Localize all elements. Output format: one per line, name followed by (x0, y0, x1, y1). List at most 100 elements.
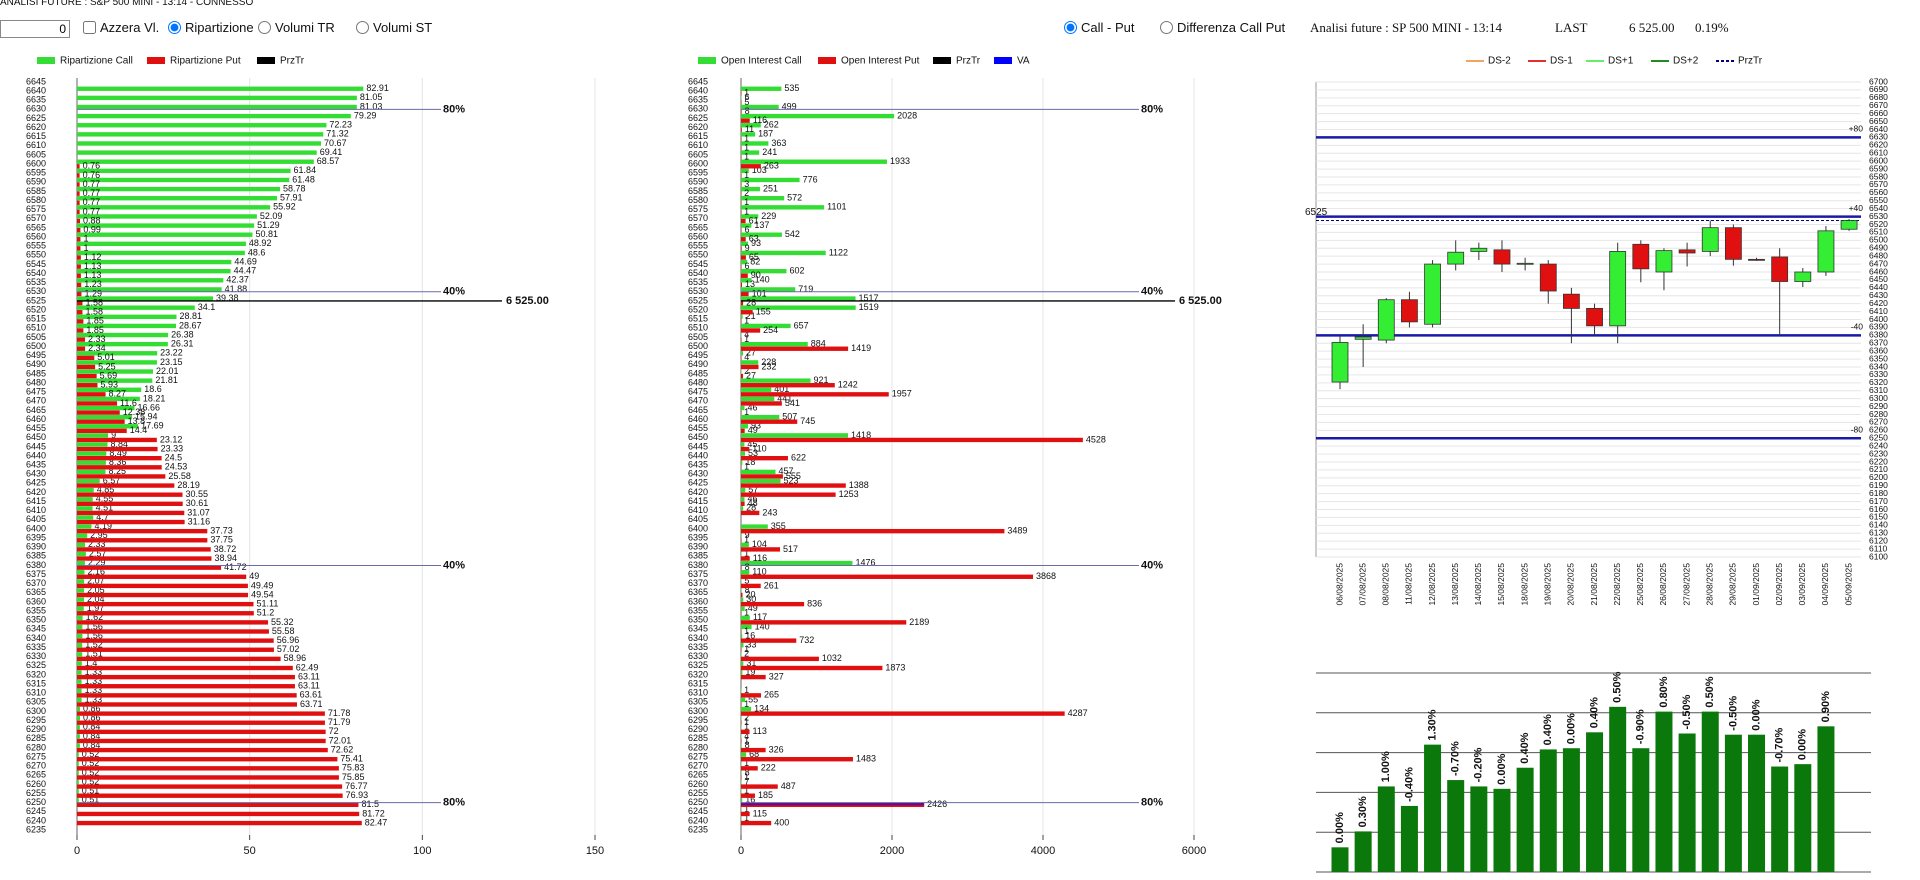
bar (741, 510, 760, 516)
y-tick-label: 6640 (1869, 124, 1888, 134)
value-label: 1 (744, 407, 749, 417)
bar (741, 159, 887, 164)
bar (1400, 805, 1418, 872)
y-tick-label: 6465 (26, 405, 46, 415)
bar (1586, 732, 1604, 872)
candle-body (1817, 230, 1835, 273)
value-label: 241 (762, 147, 777, 157)
value-label: 30 (746, 594, 756, 604)
bar (741, 456, 788, 461)
y-tick-label: 6275 (688, 751, 708, 761)
bar (741, 725, 742, 730)
candle-body (1678, 249, 1696, 254)
value-label: 65 (749, 252, 759, 262)
y-tick-label: 6390 (688, 542, 708, 552)
value-label: 49.54 (251, 589, 274, 599)
bar (741, 91, 742, 96)
value-label: 1122 (829, 247, 848, 257)
radio-option[interactable]: Differenza Call Put (1160, 20, 1285, 35)
bar (77, 606, 84, 611)
radio-button[interactable] (1064, 21, 1077, 34)
bar (741, 291, 749, 297)
radio-button[interactable] (1160, 21, 1173, 34)
radio-option[interactable]: Volumi TR (258, 20, 335, 35)
legend-label: DS-2 (1488, 56, 1511, 67)
y-tick-label: 6335 (26, 642, 46, 652)
checkbox-group[interactable]: Azzera Vl. (83, 20, 159, 35)
value-label: 18 (745, 457, 755, 467)
value-label: 401 (774, 384, 789, 394)
radio-option[interactable]: Call - Put (1064, 20, 1134, 35)
x-tick-label: 04/09/2025 (1820, 563, 1830, 606)
x-tick-label: 11/08/2025 (1404, 563, 1414, 605)
y-tick-label: 6530 (688, 286, 708, 296)
bar (741, 816, 742, 821)
y-tick-label: 6415 (26, 496, 46, 506)
legend-label: Open Interest Put (841, 56, 920, 67)
bar (77, 734, 80, 739)
value-label: 71.79 (328, 717, 351, 727)
y-tick-label: 6445 (26, 441, 46, 451)
value-label: 0.84 (83, 731, 101, 741)
y-tick-label: 6280 (688, 742, 708, 752)
number-input[interactable] (0, 20, 70, 38)
bar (741, 337, 742, 342)
y-tick-label: 6645 (688, 76, 708, 86)
candle-body (1609, 251, 1627, 327)
value-label: 42.37 (226, 275, 249, 285)
bar (1632, 748, 1650, 872)
bar (77, 574, 247, 579)
value-label: 82.91 (366, 83, 389, 93)
radio-option[interactable]: Ripartizione (168, 20, 254, 35)
y-tick-label: 6500 (688, 341, 708, 351)
y-tick-label: 6410 (688, 505, 708, 515)
radio-button[interactable] (168, 21, 181, 34)
checkbox[interactable] (83, 21, 96, 34)
radio-option[interactable]: Volumi ST (356, 20, 432, 35)
value-label: 441 (777, 393, 792, 403)
bar (741, 446, 750, 452)
y-tick-label: 6250 (1869, 433, 1888, 443)
bar (77, 474, 166, 479)
bar (77, 132, 324, 137)
y-tick-label: 6585 (26, 186, 46, 196)
y-tick-label: 6440 (688, 450, 708, 460)
bar (741, 451, 746, 456)
value-label: 1483 (856, 754, 876, 764)
bar (741, 606, 745, 611)
bar-annotation: 0.00% (1334, 812, 1346, 843)
x-tick-label: 100 (413, 845, 431, 857)
bar (77, 414, 133, 420)
y-tick-label: 6560 (1869, 187, 1888, 197)
bar (77, 588, 85, 593)
x-tick-label: 06/08/2025 (1334, 563, 1344, 606)
bar (741, 497, 745, 502)
y-tick-label: 6600 (688, 158, 708, 168)
bar (77, 264, 81, 269)
toolbar: ANALISI FUTURE : S&P 500 MINI - 13:14 - … (0, 0, 1920, 44)
y-tick-label: 6320 (688, 669, 708, 679)
bar (741, 506, 744, 511)
value-label: 63.71 (300, 699, 323, 709)
x-tick-label: 29/08/2025 (1728, 563, 1738, 606)
bar (77, 383, 98, 388)
y-tick-label: 6400 (26, 523, 46, 533)
radio-button[interactable] (258, 21, 271, 34)
level-label: 40% (443, 559, 465, 571)
y-tick-label: 6350 (688, 615, 708, 625)
candle-body (1539, 263, 1557, 292)
bar (77, 278, 224, 283)
bar (741, 182, 742, 187)
bar (741, 465, 742, 470)
radio-button[interactable] (356, 21, 369, 34)
y-tick-label: 6515 (26, 314, 46, 324)
level-label: 80% (1141, 797, 1163, 809)
value-label: 104 (752, 539, 767, 549)
bar (77, 538, 208, 543)
bar (741, 533, 742, 538)
y-tick-label: 6570 (1869, 179, 1888, 189)
y-tick-label: 6650 (1869, 116, 1888, 126)
value-label: 1.85 (86, 325, 104, 335)
y-tick-label: 6375 (26, 569, 46, 579)
